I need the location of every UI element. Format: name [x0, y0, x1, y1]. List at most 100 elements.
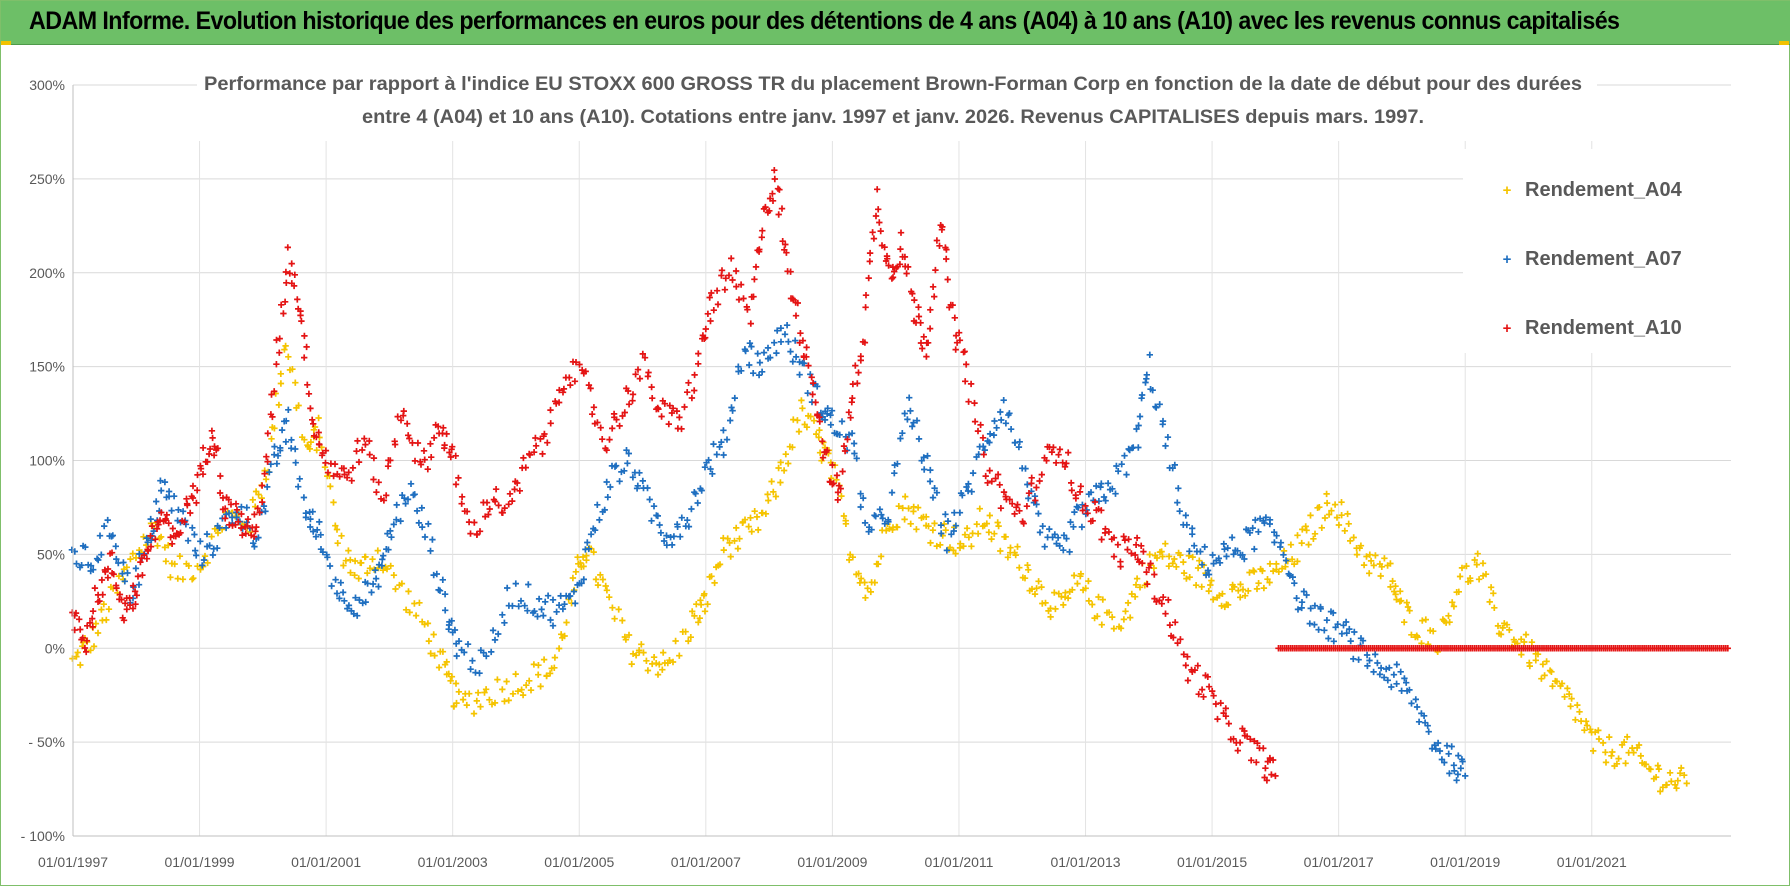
data-point [253, 523, 260, 531]
data-point [768, 478, 775, 485]
data-point [1561, 693, 1568, 700]
data-point [243, 504, 250, 511]
data-point [79, 634, 86, 641]
data-point [511, 486, 518, 493]
data-point [607, 483, 614, 491]
data-point [1455, 588, 1462, 595]
data-point [692, 490, 699, 497]
data-point [1248, 757, 1255, 764]
data-point [574, 554, 581, 561]
data-point [1397, 668, 1404, 675]
data-point [1541, 672, 1548, 679]
data-point [89, 623, 96, 631]
data-point [666, 402, 673, 409]
data-point [774, 327, 781, 334]
data-point [984, 479, 991, 486]
data-point [738, 367, 745, 374]
data-point [1445, 612, 1452, 619]
data-point [556, 386, 563, 394]
data-point [184, 502, 191, 509]
data-point [1135, 422, 1142, 429]
data-point [262, 476, 270, 483]
legend-item-a04: + Rendement_A04 [1503, 179, 1683, 201]
data-point [720, 546, 727, 554]
data-point [951, 314, 958, 321]
data-point [747, 320, 754, 327]
data-point [421, 456, 428, 463]
data-point [1676, 770, 1684, 777]
data-point [341, 597, 348, 604]
data-point [147, 532, 154, 540]
data-point [469, 657, 476, 664]
data-point [351, 557, 359, 565]
data-point [914, 504, 922, 511]
data-point [1068, 487, 1075, 494]
data-point [309, 508, 316, 515]
data-point [1066, 548, 1073, 556]
data-point [1174, 499, 1181, 506]
data-point [1210, 596, 1217, 603]
data-point [781, 331, 789, 338]
data-point [1169, 465, 1176, 472]
data-point [1462, 772, 1469, 780]
data-point [871, 579, 878, 586]
data-point [316, 518, 323, 526]
data-point [1408, 700, 1415, 707]
data-point [920, 454, 927, 461]
data-point [1205, 571, 1213, 578]
data-point [450, 703, 458, 710]
data-point [1223, 553, 1230, 560]
data-point [121, 578, 128, 585]
data-point [535, 662, 542, 669]
data-point [708, 289, 715, 297]
data-point [535, 595, 543, 603]
data-point [625, 401, 633, 408]
data-point [1261, 519, 1268, 527]
data-point [1124, 599, 1132, 607]
data-point [92, 620, 100, 627]
y-tick-label: 0% [45, 640, 65, 656]
data-point [828, 407, 836, 414]
data-point [599, 576, 607, 583]
data-point [153, 498, 160, 505]
data-point [634, 366, 642, 373]
data-point [755, 371, 763, 379]
data-point [1000, 397, 1007, 404]
data-point [334, 540, 341, 547]
data-point [991, 530, 998, 537]
data-point [823, 448, 830, 456]
data-point [282, 268, 290, 276]
data-point [420, 447, 428, 454]
data-point [684, 517, 691, 524]
data-point [1153, 404, 1160, 411]
data-point [1035, 510, 1042, 517]
data-point [306, 445, 313, 453]
data-point [701, 464, 709, 471]
data-point [278, 301, 285, 308]
data-point [830, 480, 837, 487]
data-point [594, 501, 601, 508]
data-point [316, 441, 323, 448]
data-point [932, 266, 939, 274]
data-point [1022, 465, 1029, 472]
data-point [625, 631, 633, 639]
data-point [384, 463, 392, 470]
legend-label-a04: Rendement_A04 [1525, 179, 1683, 201]
data-point [455, 688, 463, 695]
data-point [625, 450, 632, 457]
legend-item-a10: + Rendement_A10 [1503, 317, 1682, 339]
data-point [168, 507, 175, 514]
y-tick-label: 150% [29, 359, 65, 375]
data-point [1241, 592, 1249, 599]
data-point [907, 520, 914, 527]
data-point [886, 525, 893, 532]
data-point [560, 385, 568, 393]
data-point [453, 652, 460, 660]
data-point [547, 406, 554, 414]
data-point [1250, 568, 1258, 575]
data-point [310, 420, 317, 427]
data-point [409, 439, 416, 447]
data-point [1424, 722, 1431, 729]
data-point [1459, 758, 1466, 765]
data-point [1386, 664, 1393, 671]
